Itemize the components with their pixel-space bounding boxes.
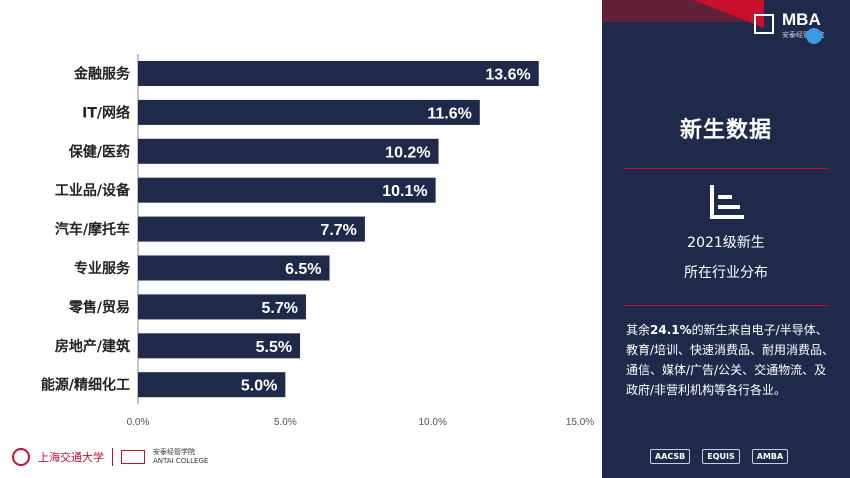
bar bbox=[138, 333, 301, 359]
bar bbox=[138, 61, 539, 86]
bar-value-label: 5.5% bbox=[256, 339, 292, 356]
decor-wedge bbox=[694, 0, 764, 28]
college-name-cn: 安泰经管学院 bbox=[153, 448, 195, 456]
category-label: 零售/贸易 bbox=[68, 299, 130, 316]
x-tick-label: 10.0% bbox=[418, 417, 446, 428]
bar bbox=[138, 216, 365, 242]
bar-value-label: 5.7% bbox=[261, 300, 297, 317]
x-tick-label: 15.0% bbox=[566, 417, 594, 428]
x-tick-label: 5.0% bbox=[274, 417, 297, 428]
divider-bottom bbox=[624, 305, 828, 306]
mba-logo: MBA 安泰经管学院 bbox=[754, 10, 844, 44]
bar bbox=[138, 294, 306, 320]
panel-title: 新生数据 bbox=[679, 118, 772, 143]
category-label: 房地产/建筑 bbox=[55, 338, 130, 355]
category-label: 能源/精细化工 bbox=[41, 377, 130, 394]
info-panel: MBA 安泰经管学院 新生数据 2021级新生 所在行业分布 其余24.1%的新… bbox=[602, 0, 850, 478]
category-label: 金融服务 bbox=[73, 66, 131, 83]
footer-separator bbox=[112, 448, 113, 466]
category-label: 专业服务 bbox=[74, 260, 131, 277]
mba-logo-sub: 安泰经管学院 bbox=[782, 31, 824, 39]
bar bbox=[138, 99, 480, 125]
accreditation-amba: AMBA bbox=[751, 448, 789, 464]
university-seal-icon bbox=[12, 448, 30, 466]
mba-logo-text: MBA bbox=[782, 10, 821, 29]
category-label: 汽车/摩托车 bbox=[55, 221, 130, 238]
caption-line1: 2021级新生 bbox=[687, 235, 765, 251]
bar bbox=[138, 255, 330, 281]
divider-top bbox=[624, 168, 828, 169]
category-label: 工业品/设备 bbox=[55, 182, 131, 199]
bar-value-label: 5.0% bbox=[241, 378, 277, 395]
bar-value-label: 10.2% bbox=[385, 144, 430, 161]
bar-value-label: 7.7% bbox=[320, 222, 356, 239]
bar-chart-icon bbox=[710, 185, 744, 219]
bar bbox=[138, 177, 436, 203]
x-tick-label: 0.0% bbox=[127, 417, 150, 428]
category-label: 保健/医药 bbox=[68, 143, 130, 160]
industry-bar-chart: 13.6% 金融服务 11.6% IT/网络 10.2% 保健/医药 10.1% 工业品/设备… bbox=[41, 54, 594, 428]
bar bbox=[138, 138, 439, 164]
college-name-en: ANTAI COLLEGE bbox=[153, 457, 209, 465]
bar-value-label: 11.6% bbox=[427, 105, 471, 122]
accreditation-logos: AACSB EQUIS AMBA bbox=[650, 446, 789, 466]
bar-value-label: 6.5% bbox=[285, 261, 321, 278]
accreditation-equis: EQUIS bbox=[702, 448, 740, 464]
note-highlight: 24.1% bbox=[650, 323, 692, 337]
globe-icon bbox=[806, 28, 822, 44]
antai-logo-icon bbox=[121, 450, 145, 464]
bar bbox=[138, 372, 286, 398]
category-label: IT/网络 bbox=[82, 104, 130, 121]
footer-logos: 上海交通大学 安泰经管学院 ANTAI COLLEGE bbox=[12, 446, 208, 468]
college-name: 安泰经管学院 ANTAI COLLEGE bbox=[153, 448, 208, 466]
caption-line2: 所在行业分布 bbox=[684, 265, 768, 281]
bar-value-label: 10.1% bbox=[382, 183, 427, 200]
accreditation-aacsb: AACSB bbox=[650, 448, 691, 464]
note-body: 的新生来自电子/半导体、教育/培训、快速消费品、耐用消费品、通信、媒体/广告/公… bbox=[626, 323, 835, 397]
panel-note: 其余24.1%的新生来自电子/半导体、教育/培训、快速消费品、耐用消费品、通信、… bbox=[626, 320, 838, 400]
antai-logo-icon bbox=[754, 14, 774, 34]
bar-value-label: 13.6% bbox=[485, 67, 530, 84]
university-name: 上海交通大学 bbox=[38, 451, 104, 464]
note-prefix: 其余 bbox=[626, 323, 651, 337]
